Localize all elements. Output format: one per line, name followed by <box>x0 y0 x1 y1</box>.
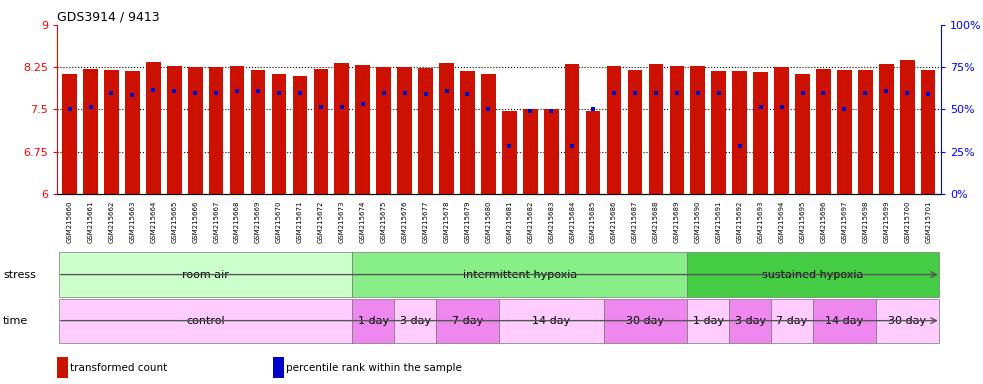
Text: 3 day: 3 day <box>734 316 766 326</box>
Bar <box>334 63 349 194</box>
Bar <box>771 298 813 343</box>
Text: control: control <box>187 316 225 326</box>
Bar <box>125 71 140 194</box>
Bar <box>251 70 265 194</box>
Text: 1 day: 1 day <box>358 316 389 326</box>
Bar <box>795 74 810 194</box>
Bar <box>729 298 771 343</box>
Bar <box>498 298 604 343</box>
Bar <box>397 67 412 194</box>
Bar <box>59 298 352 343</box>
Bar <box>607 66 621 194</box>
Text: room air: room air <box>182 270 229 280</box>
Bar <box>565 65 580 194</box>
Bar <box>188 67 202 194</box>
Bar <box>921 70 936 194</box>
Bar <box>418 68 433 194</box>
Bar <box>314 69 328 194</box>
Bar <box>523 109 538 194</box>
Bar <box>394 298 436 343</box>
Bar <box>712 71 726 194</box>
Bar <box>669 66 684 194</box>
Bar <box>293 76 308 194</box>
Text: time: time <box>3 316 29 326</box>
Bar <box>436 298 498 343</box>
Bar <box>813 298 876 343</box>
Text: 7 day: 7 day <box>452 316 483 326</box>
Bar <box>208 67 223 194</box>
Bar <box>439 63 454 194</box>
Bar <box>586 111 601 194</box>
Text: intermittent hypoxia: intermittent hypoxia <box>463 270 577 280</box>
Text: 7 day: 7 day <box>777 316 808 326</box>
Bar <box>628 70 642 194</box>
Bar <box>879 65 894 194</box>
Text: GDS3914 / 9413: GDS3914 / 9413 <box>57 11 159 24</box>
Text: 1 day: 1 day <box>693 316 723 326</box>
Bar <box>167 66 182 194</box>
Bar <box>649 65 664 194</box>
Bar <box>230 66 245 194</box>
Bar <box>687 252 939 297</box>
Bar <box>732 71 747 194</box>
Bar <box>352 252 687 297</box>
Bar <box>775 67 789 194</box>
Bar <box>816 69 831 194</box>
Bar <box>690 66 705 194</box>
Bar <box>544 109 558 194</box>
Text: percentile rank within the sample: percentile rank within the sample <box>286 362 462 373</box>
Bar <box>502 111 517 194</box>
Bar <box>104 70 119 194</box>
Bar <box>687 298 729 343</box>
Bar <box>604 298 687 343</box>
Text: 30 day: 30 day <box>626 316 665 326</box>
Text: 14 day: 14 day <box>532 316 570 326</box>
Bar <box>376 67 391 194</box>
Bar <box>753 72 768 194</box>
Text: 30 day: 30 day <box>889 316 926 326</box>
Bar <box>271 74 286 194</box>
Text: stress: stress <box>3 270 35 280</box>
Bar <box>460 71 475 194</box>
Bar <box>146 61 160 194</box>
Bar <box>838 70 851 194</box>
Bar <box>858 70 873 194</box>
Text: sustained hypoxia: sustained hypoxia <box>762 270 864 280</box>
Bar <box>84 69 98 194</box>
Bar <box>59 252 352 297</box>
Bar <box>356 65 370 194</box>
Bar <box>899 60 914 194</box>
Text: transformed count: transformed count <box>70 362 167 373</box>
Bar <box>352 298 394 343</box>
Text: 14 day: 14 day <box>826 316 863 326</box>
Bar <box>481 74 495 194</box>
Text: 3 day: 3 day <box>399 316 431 326</box>
Bar <box>876 298 939 343</box>
Bar <box>62 74 77 194</box>
